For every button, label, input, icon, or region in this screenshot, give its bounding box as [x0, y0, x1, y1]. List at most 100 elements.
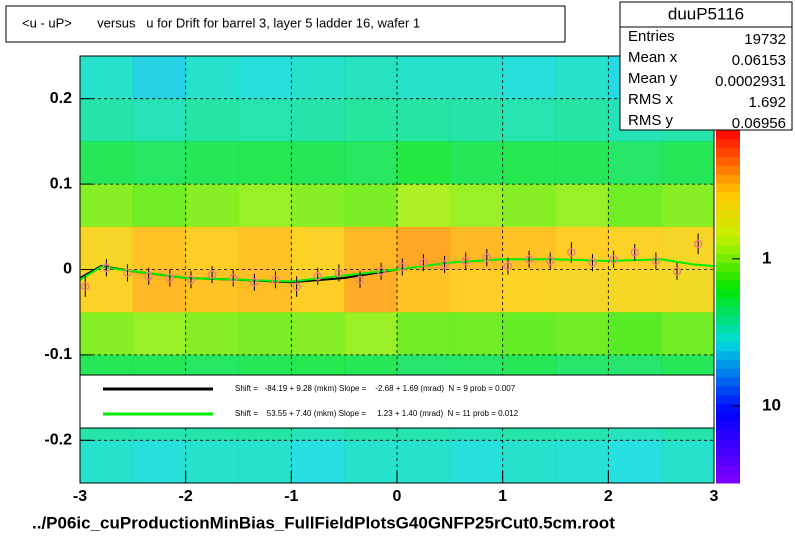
heat-cell	[291, 226, 345, 270]
heat-cell	[80, 141, 134, 185]
heat-cell	[449, 440, 504, 484]
profile-point	[292, 282, 301, 291]
heat-cell	[344, 141, 398, 185]
heat-cell	[608, 141, 662, 185]
palette-cell	[716, 394, 740, 405]
palette-cell	[716, 191, 740, 202]
heat-cell	[132, 269, 187, 313]
profile-point	[609, 255, 618, 264]
profile-point	[250, 278, 259, 287]
heat-cell	[555, 269, 609, 313]
heat-cell	[185, 312, 239, 356]
plot-frame	[79, 55, 715, 484]
stats-box	[619, 1, 793, 131]
heat-cell	[344, 312, 398, 356]
heat-cell	[661, 184, 715, 228]
y-tick-label: -0.1	[44, 346, 72, 363]
profile-point	[355, 275, 365, 284]
palette-cell	[716, 324, 740, 334]
heat-cell	[291, 312, 345, 356]
palette-cell	[716, 350, 740, 360]
heat-cell	[80, 184, 134, 228]
heat-cell	[344, 440, 398, 484]
heat-cell	[555, 184, 609, 228]
palette-cell	[716, 156, 740, 166]
x-tick-label: -2	[179, 488, 193, 505]
profile-point	[482, 253, 492, 262]
heat-cell	[397, 269, 451, 313]
profile-point	[144, 272, 153, 281]
palette-cell	[716, 465, 740, 475]
heat-cell	[502, 98, 556, 142]
palette-cell	[716, 377, 740, 387]
stats-label: RMS x	[628, 91, 674, 108]
heat-cell	[238, 440, 292, 484]
palette-cell	[716, 447, 740, 458]
heat-cell	[449, 98, 504, 142]
heat-cell	[132, 226, 187, 270]
heat-cell	[555, 98, 609, 142]
palette-cell	[716, 147, 740, 157]
heat-cell	[397, 440, 451, 484]
profile-point	[567, 248, 576, 257]
heat-cell	[80, 269, 134, 313]
heat-cell	[661, 440, 715, 484]
heat-cell	[608, 184, 662, 228]
heat-cell	[238, 269, 292, 313]
heat-cell	[238, 98, 292, 142]
palette-cell	[716, 421, 740, 431]
profile-point	[693, 239, 703, 249]
palette-cell	[716, 182, 740, 193]
x-tick-label: -3	[73, 488, 87, 505]
heat-cell	[344, 226, 398, 270]
profile-point	[588, 258, 597, 267]
profile-point	[545, 256, 555, 266]
y-tick-label: 0.1	[50, 175, 72, 192]
palette-cell	[716, 341, 740, 352]
heat-cell	[185, 98, 239, 142]
heat-cell	[502, 269, 556, 313]
palette-cell	[716, 174, 740, 184]
heat-cell	[502, 312, 556, 356]
x-tick-label: 3	[710, 488, 719, 505]
heat-cell	[555, 312, 609, 356]
profile-point	[186, 275, 196, 284]
heat-cell	[185, 440, 239, 484]
heat-cell	[661, 312, 715, 356]
heat-cell	[502, 440, 556, 484]
heat-cell	[608, 269, 662, 313]
palette-cell	[716, 253, 740, 263]
heat-cell	[185, 184, 239, 228]
footer: ../P06ic_cuProductionMinBias_FullFieldPl…	[32, 513, 615, 532]
stats-title: duuP5116	[668, 4, 744, 23]
palette-cell	[716, 438, 740, 449]
heat-cell	[132, 312, 187, 356]
palette-cell	[716, 474, 740, 484]
heat-cell	[291, 141, 345, 185]
profile-point	[271, 275, 280, 284]
stats-label: RMS y	[628, 112, 674, 129]
stats-value: 0.0002931	[715, 73, 786, 90]
profile-point	[228, 273, 238, 283]
palette-cell	[716, 297, 740, 307]
palette-cell	[716, 130, 740, 140]
stats-label: Mean x	[628, 49, 678, 66]
stats-value: 19732	[744, 31, 786, 48]
heat-cell	[80, 440, 134, 484]
heat-cell	[132, 56, 187, 100]
heat-cell	[291, 98, 345, 142]
profile-point	[524, 255, 534, 264]
x-tick-label: 0	[393, 488, 402, 505]
heat-cell	[449, 269, 504, 313]
profile-point	[102, 263, 111, 273]
profile-point	[376, 266, 386, 276]
heat-cell	[238, 184, 292, 228]
heat-cell	[449, 226, 504, 270]
heat-cell	[291, 56, 345, 100]
stats-label: Entries	[628, 28, 675, 45]
z-tick-label: 10	[762, 396, 781, 415]
palette-cell	[716, 280, 740, 290]
heat-cell	[661, 141, 715, 185]
profile-point	[398, 262, 407, 272]
